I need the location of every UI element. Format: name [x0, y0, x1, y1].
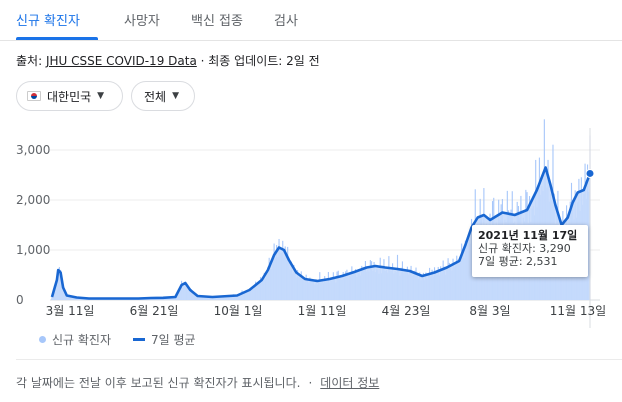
range-label: 전체 — [144, 89, 167, 104]
y-tick-label: 2,000 — [16, 193, 50, 207]
legend-cases-label: 신규 확진자 — [52, 333, 112, 347]
range-dropdown[interactable]: 전체 ▼ — [131, 81, 195, 111]
y-tick-label: 0 — [16, 293, 24, 307]
source-line: 출처: JHU CSSE COVID-19 Data · 최종 업데이트: 2일… — [16, 52, 320, 69]
legend-average: 7일 평균 — [133, 331, 196, 348]
chart-tooltip: 2021년 11월 17일 신규 확진자: 3,290 7일 평균: 2,531 — [472, 225, 588, 277]
country-label: 대한민국 — [47, 89, 92, 104]
y-tick-label: 3,000 — [16, 143, 50, 157]
tab-testing[interactable]: 검사 — [274, 14, 298, 29]
x-axis-labels: 3월 11일 6월 21일 10월 1일 1월 11일 4월 23일 8월 3일 11월 1… — [46, 304, 607, 318]
tooltip-average: 7일 평균: 2,531 — [478, 255, 558, 268]
legend-average-label: 7일 평균 — [151, 333, 196, 347]
legend-dot-icon — [39, 336, 46, 343]
x-tick-label: 3월 11일 — [46, 304, 95, 318]
x-tick-label: 1월 11일 — [298, 304, 347, 318]
x-tick-label: 8월 3일 — [469, 304, 510, 318]
active-tab-indicator — [16, 37, 98, 40]
footer-separator: · — [308, 376, 313, 390]
footer-note: 각 날짜에는 전날 이후 보고된 신규 확진자가 표시됩니다. — [16, 376, 301, 390]
tooltip-cases: 신규 확진자: 3,290 — [478, 242, 571, 255]
footer-divider — [16, 359, 622, 360]
x-tick-label: 4월 23일 — [382, 304, 431, 318]
tab-deaths[interactable]: 사망자 — [124, 14, 160, 29]
x-tick-label: 10월 1일 — [214, 304, 263, 318]
last-updated: · 최종 업데이트: 2일 전 — [196, 54, 320, 68]
y-tick-label: 1,000 — [16, 243, 50, 257]
average-area — [52, 167, 590, 300]
legend-cases: 신규 확진자 — [39, 331, 111, 348]
data-info-link[interactable]: 데이터 정보 — [320, 376, 380, 390]
footer: 각 날짜에는 전날 이후 보고된 신규 확진자가 표시됩니다. · 데이터 정보 — [16, 374, 379, 391]
cases-chart[interactable]: 0 1,000 2,000 3,000 3월 11일 6월 21일 10월 1일 1월 11… — [0, 0, 622, 330]
source-prefix: 출처: — [16, 54, 46, 68]
tab-new-cases[interactable]: 신규 확진자 — [16, 14, 80, 29]
korea-flag-icon — [27, 91, 41, 101]
y-axis-labels: 0 1,000 2,000 3,000 — [16, 143, 50, 307]
highlight-dot — [585, 168, 595, 178]
average-line — [50, 166, 592, 300]
tab-bar: 신규 확진자 사망자 백신 접종 검사 — [0, 0, 622, 41]
legend-line-icon — [133, 338, 145, 341]
country-dropdown[interactable]: 대한민국 ▼ — [16, 81, 123, 111]
x-tick-label: 11월 13일 — [550, 304, 606, 318]
caret-down-icon: ▼ — [97, 91, 105, 101]
source-link[interactable]: JHU CSSE COVID-19 Data — [45, 54, 197, 68]
x-tick-label: 6월 21일 — [130, 304, 179, 318]
caret-down-icon: ▼ — [172, 91, 180, 101]
tooltip-date: 2021년 11월 17일 — [478, 229, 578, 242]
tab-vaccination[interactable]: 백신 접종 — [191, 14, 243, 29]
